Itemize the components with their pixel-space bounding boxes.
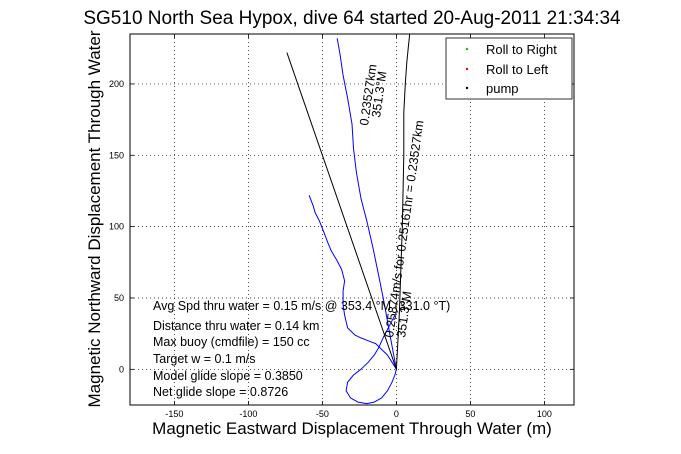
series-line-3 (286, 52, 397, 370)
annotation-max-buoy: Max buoy (cmdfile) = 150 cc (153, 335, 310, 349)
x-tick-label: -50 (316, 409, 329, 419)
series-layer (286, 33, 411, 405)
y-tick-label: 100 (109, 222, 124, 232)
series-line-4 (395, 33, 411, 370)
x-tick-label: 100 (537, 409, 552, 419)
annotation-model-glide: Model glide slope = 0.3850 (153, 369, 303, 383)
legend-label-pump: pump (486, 81, 519, 96)
legend-marker-pump (465, 86, 469, 90)
chart-title: SG510 North Sea Hypox, dive 64 started 2… (83, 8, 621, 29)
annotation-avg-speed: Avg Spd thru water = 0.15 m/s @ 353.4 °M… (153, 299, 450, 313)
y-tick-label: 0 (119, 364, 124, 374)
stats-annotations: Avg Spd thru water = 0.15 m/s @ 353.4 °M… (153, 299, 450, 399)
x-tick-label: 0 (394, 409, 399, 419)
x-ticks: -150 -100 -50 0 50 100 (165, 34, 552, 419)
legend-label-roll-left: Roll to Left (486, 62, 549, 77)
series-line-2 (336, 38, 397, 370)
y-tick-label: 200 (109, 79, 124, 89)
y-ticks: 0 50 100 150 200 (109, 79, 574, 374)
annotation-distance: Distance thru water = 0.14 km (153, 319, 319, 333)
rotated-label-bottom-heading: 351.3°M (394, 290, 414, 338)
legend-marker-roll-right (465, 47, 469, 51)
y-axis-label: Magnetic Northward Displacement Through … (85, 30, 104, 407)
y-tick-label: 50 (114, 293, 124, 303)
x-axis-label: Magnetic Eastward Displacement Through W… (152, 419, 552, 438)
legend: Roll to Right Roll to Left pump (445, 37, 573, 100)
legend-label-roll-right: Roll to Right (486, 42, 557, 57)
y-tick-label: 150 (109, 150, 124, 160)
annotation-target-w: Target w = 0.1 m/s (153, 352, 255, 366)
x-tick-label: -100 (239, 409, 257, 419)
rotated-label-top-heading: 351.3°M (369, 70, 389, 118)
legend-marker-roll-left (465, 67, 469, 71)
annotation-net-glide: Net glide slope = 0.8726 (153, 385, 288, 399)
series-line-0 (345, 312, 397, 405)
x-tick-label: -150 (165, 409, 183, 419)
x-tick-label: 50 (465, 409, 475, 419)
series-line-1 (308, 195, 397, 370)
